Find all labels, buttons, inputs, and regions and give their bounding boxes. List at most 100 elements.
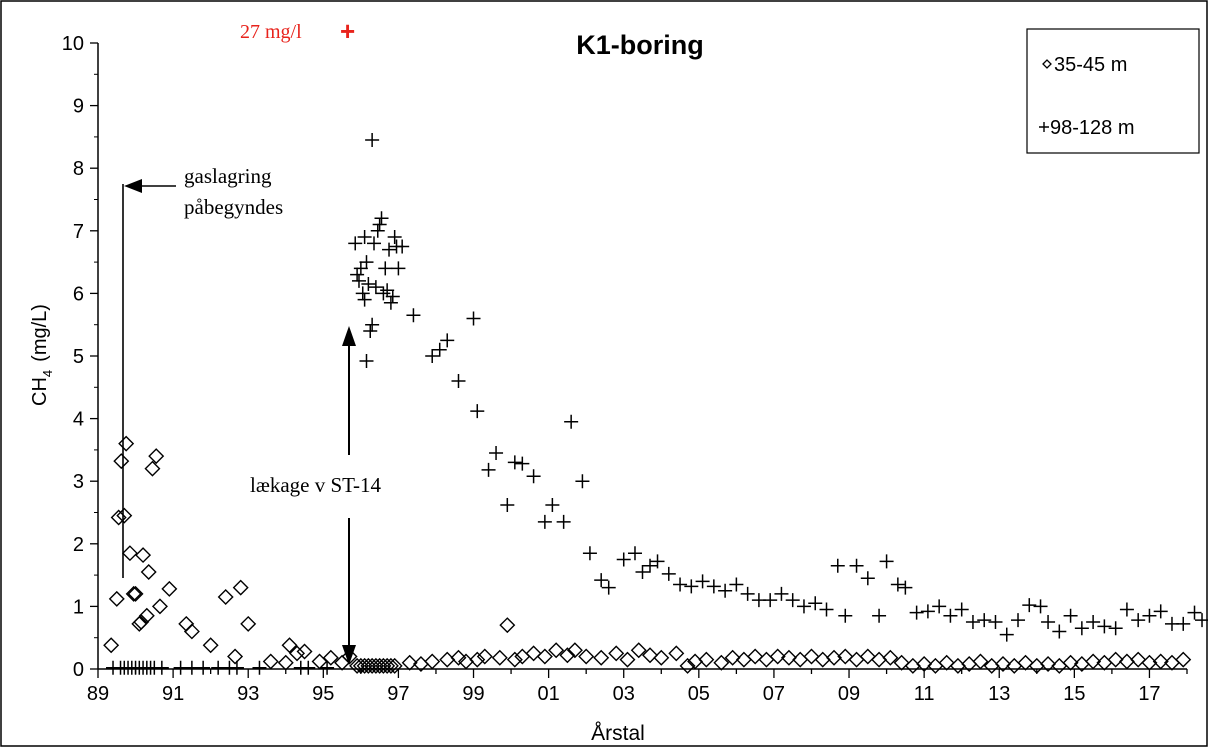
gas-storage-arrowhead <box>124 179 142 193</box>
legend-label-35-45m: 35-45 m <box>1054 54 1127 76</box>
data-point-plus <box>763 593 778 608</box>
data-point-diamond <box>1107 651 1124 668</box>
data-point-diamond <box>356 657 373 674</box>
y-tick-label: 0 <box>73 659 84 681</box>
data-point-plus <box>695 574 710 589</box>
data-point-diamond <box>125 585 142 602</box>
data-point-plus <box>1142 608 1157 623</box>
data-point-plus <box>357 292 372 307</box>
data-point-plus <box>977 613 992 628</box>
y-tick-label: 4 <box>73 409 84 431</box>
data-point-plus <box>391 261 406 276</box>
x-tick-label: 17 <box>1138 683 1160 705</box>
data-point-plus <box>796 599 811 614</box>
data-point-diamond <box>110 509 127 526</box>
data-point-diamond <box>382 657 399 674</box>
data-point-plus <box>350 267 365 282</box>
data-point-diamond <box>322 649 339 666</box>
data-point-plus <box>365 317 380 332</box>
data-point-diamond <box>113 453 130 470</box>
x-tick-label: 97 <box>387 683 409 705</box>
data-point-plus <box>359 255 374 270</box>
data-point-plus <box>627 546 642 561</box>
data-point-plus <box>515 456 530 471</box>
data-point-diamond <box>360 657 377 674</box>
data-point-diamond <box>183 623 200 640</box>
series-35-45m <box>103 435 1192 674</box>
data-point-diamond <box>103 637 120 654</box>
data-point-diamond <box>1130 651 1147 668</box>
x-tick-label: 89 <box>87 683 109 705</box>
data-point-diamond <box>780 649 797 666</box>
x-tick-label: 99 <box>462 683 484 705</box>
data-point-plus <box>890 577 905 592</box>
data-point-diamond <box>375 657 392 674</box>
legend-marker-plus <box>1039 122 1049 132</box>
data-point-plus <box>353 261 368 276</box>
data-point-diamond <box>450 649 467 666</box>
legend-label-98-128m: 98-128 m <box>1050 117 1135 139</box>
data-point-plus <box>1086 615 1101 630</box>
data-point-plus <box>382 242 397 257</box>
data-point-plus <box>526 469 541 484</box>
data-point-diamond <box>1062 654 1079 671</box>
data-point-diamond <box>814 651 831 668</box>
data-point-diamond <box>371 657 388 674</box>
y-tick-label: 10 <box>62 33 84 55</box>
data-point-diamond <box>202 637 219 654</box>
data-point-plus <box>879 554 894 569</box>
offscale-plus-marker: + <box>340 16 355 46</box>
data-point-plus <box>932 599 947 614</box>
y-tick-label: 2 <box>73 534 84 556</box>
x-tick-label: 13 <box>988 683 1010 705</box>
data-point-diamond <box>349 657 366 674</box>
chart-title: K1-boring <box>576 30 704 60</box>
data-point-plus <box>1187 605 1202 620</box>
x-axis-label: Årstal <box>591 722 645 745</box>
data-point-diamond <box>1175 651 1192 668</box>
data-point-diamond <box>367 657 384 674</box>
data-point-diamond <box>758 651 775 668</box>
data-point-diamond <box>578 648 595 665</box>
data-point-plus <box>489 446 504 461</box>
data-point-plus <box>196 660 211 675</box>
y-axis-label: CH4 (mg/L) <box>29 304 55 406</box>
x-tick-label: 91 <box>162 683 184 705</box>
data-point-diamond <box>476 648 493 665</box>
data-point-diamond <box>506 651 523 668</box>
data-point-diamond <box>138 607 155 624</box>
data-point-diamond <box>548 642 565 659</box>
x-tick-label: 15 <box>1063 683 1085 705</box>
data-point-diamond <box>747 648 764 665</box>
data-point-diamond <box>769 648 786 665</box>
data-point-diamond <box>904 657 921 674</box>
data-point-diamond <box>1017 654 1034 671</box>
data-point-diamond <box>972 653 989 670</box>
leak-label: lækage v ST-14 <box>250 473 382 497</box>
data-point-plus <box>582 546 597 561</box>
data-point-diamond <box>133 614 150 631</box>
data-point-plus <box>909 605 924 620</box>
data-point-plus <box>301 660 316 675</box>
x-tick-label: 93 <box>237 683 259 705</box>
data-point-plus <box>466 311 481 326</box>
data-point-plus <box>1108 621 1123 636</box>
data-point-plus <box>774 586 789 601</box>
data-point-plus <box>367 236 382 251</box>
data-point-diamond <box>289 645 306 662</box>
data-point-plus <box>1063 608 1078 623</box>
data-point-plus <box>594 573 609 588</box>
svg-text:CH4(mg/L): CH4 (mg/L) <box>29 304 55 406</box>
data-point-diamond <box>296 643 313 660</box>
data-point-plus <box>507 455 522 470</box>
data-point-plus <box>406 308 421 323</box>
data-point-diamond <box>698 651 715 668</box>
data-point-diamond <box>217 589 234 605</box>
data-point-diamond <box>630 642 647 659</box>
data-point-diamond <box>379 657 396 674</box>
data-point-diamond <box>364 657 381 674</box>
leak-arrow-down-head <box>342 645 356 665</box>
data-point-diamond <box>1152 653 1169 670</box>
data-point-plus <box>363 323 378 338</box>
